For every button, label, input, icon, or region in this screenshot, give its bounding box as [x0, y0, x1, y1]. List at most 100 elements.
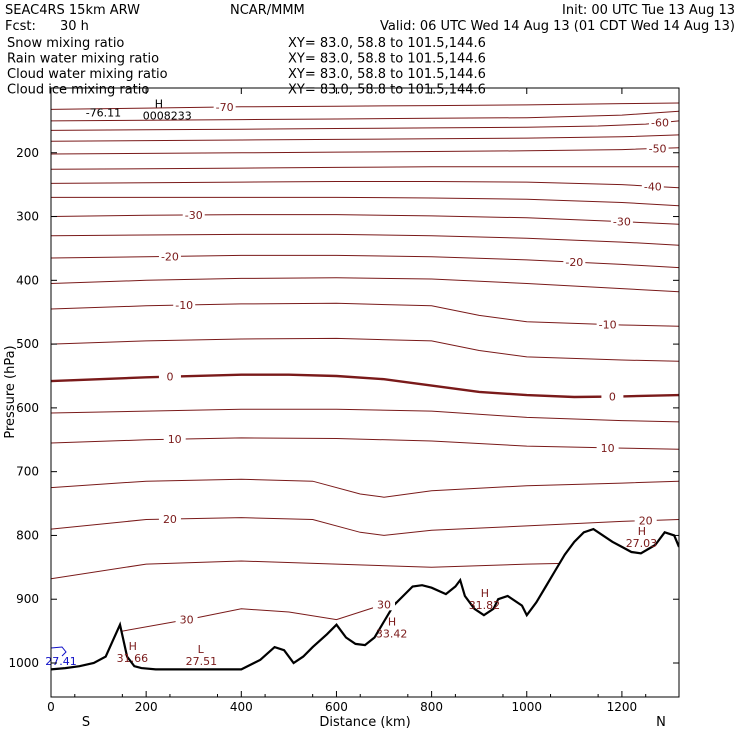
extremum-value-2: 31.66: [117, 652, 148, 665]
x-tick-label-1200: 1200: [607, 700, 638, 714]
x-tick-label-600: 600: [325, 700, 348, 714]
extremum-type-6: H: [638, 525, 646, 538]
x-axis-title: Distance (km): [319, 715, 410, 730]
contour-label-10-0: 10: [168, 433, 182, 446]
contour-label-bg: [610, 215, 633, 228]
y-tick-label-300: 300: [16, 210, 39, 224]
model-title: SEAC4RS 15km ARW: [5, 3, 140, 18]
extremum-type-0: H: [155, 98, 163, 111]
x-tick-label-400: 400: [230, 700, 253, 714]
y-tick-label-500: 500: [16, 337, 39, 351]
contour-label--70-0: -70: [216, 101, 234, 114]
isotherm--70: [51, 102, 679, 110]
contour-label-10-1: 10: [601, 442, 615, 455]
contour-label-bg: [373, 598, 396, 611]
contour-labels: -70 -60 -50 -40 -30 -30 -20 -20 -10 -10 0 0 10 10 20 20…: [158, 101, 671, 627]
isotherm-10: [51, 437, 679, 450]
contour-label-bg: [158, 513, 181, 526]
contour-label--10-1: -10: [599, 318, 617, 331]
extremum-value-0: 0008233: [143, 110, 192, 123]
extremum-type-3: L: [198, 643, 205, 656]
y-tick-label-900: 900: [16, 592, 39, 606]
valid-time: Valid: 06 UTC Wed 14 Aug 13 (01 CDT Wed …: [380, 19, 735, 34]
field-legend: Snow mixing ratio XY= 83.0, 58.8 to 101.5…: [7, 36, 486, 98]
isotherm--60: [51, 120, 679, 131]
extremum-value-7: 27.41: [45, 655, 77, 668]
isotherm--15: [51, 277, 679, 293]
contour-label--50-0: -50: [649, 142, 667, 155]
contour-label-20-1: 20: [639, 515, 653, 528]
isotherm-20: [51, 517, 679, 536]
contour-label-bg: [596, 441, 619, 454]
extremum-value-6: 27.03: [626, 537, 658, 550]
legend-xy-3: XY= 83.0, 58.8 to 101.5,144.6: [288, 83, 486, 98]
contour-label--20-0: -20: [161, 250, 179, 263]
isotherm-5: [51, 408, 679, 423]
x-tick-label-200: 200: [135, 700, 158, 714]
contour-label-bg: [163, 433, 186, 446]
legend-xy-1: XY= 83.0, 58.8 to 101.5,144.6: [288, 52, 486, 67]
y-axis-title: Pressure (hPa): [3, 345, 18, 438]
isotherm--50: [51, 147, 679, 155]
init-time: Init: 00 UTC Tue 13 Aug 13: [562, 3, 735, 18]
contour-label-bg: [648, 116, 671, 129]
x-axis-left-end-label: S: [82, 715, 90, 730]
contour-label--30-0: -30: [185, 209, 203, 222]
legend-name-1: Rain water mixing ratio: [7, 52, 159, 67]
y-tick-label-200: 200: [16, 146, 39, 160]
contour-label-30-1: 30: [377, 598, 391, 611]
legend-name-2: Cloud water mixing ratio: [7, 67, 168, 82]
extrema-annotations: H0008233-76.11H31.66L27.51H33.42H31.82H2…: [45, 98, 657, 668]
contour-label-bg: [182, 208, 205, 221]
y-tick-label-400: 400: [16, 273, 39, 287]
legend-xy-0: XY= 83.0, 58.8 to 101.5,144.6: [288, 36, 486, 51]
contour-label-bg: [173, 299, 196, 312]
isotherm-0: [51, 373, 679, 399]
center-title: NCAR/MMM: [230, 3, 305, 18]
isotherm--5: [51, 337, 679, 362]
extremum-value-5: 31.82: [469, 599, 501, 612]
extremum-type-5: H: [481, 587, 489, 600]
contour-label-bg: [646, 142, 669, 155]
forecast-value: 30 h: [60, 19, 89, 34]
y-tick-label-800: 800: [16, 528, 39, 542]
isotherm--65: [51, 110, 679, 122]
x-axis: 0 200 400 600 800 1000 1200: [47, 88, 647, 714]
contour-label-bg: [158, 370, 181, 383]
cloud-water-contour: [51, 646, 67, 657]
isotherm--40: [51, 181, 679, 189]
isotherm--45: [51, 166, 679, 170]
x-tick-label-1000: 1000: [511, 700, 542, 714]
contour-label--40-0: -40: [644, 180, 662, 193]
contour-label-bg: [641, 180, 664, 193]
legend-name-0: Snow mixing ratio: [7, 36, 124, 51]
extremum-type-2: H: [129, 640, 137, 653]
x-axis-right-end-label: N: [656, 715, 666, 730]
terrain-fill: [51, 529, 679, 697]
contour-label--10-0: -10: [175, 299, 193, 312]
isotherm--55: [51, 134, 679, 142]
legend-xy-2: XY= 83.0, 58.8 to 101.5,144.6: [288, 67, 486, 82]
extremum-value-3: 27.51: [186, 655, 218, 668]
isotherm-15: [51, 478, 679, 498]
contour-label-bg: [158, 250, 181, 263]
isotherm-25: [51, 560, 679, 580]
terrain-line: [51, 527, 679, 671]
extremum-value-4: 33.42: [376, 628, 408, 641]
y-tick-label-1000: 1000: [8, 656, 39, 670]
y-tick-label-700: 700: [16, 465, 39, 479]
contour-label--20-1: -20: [565, 256, 583, 269]
contour-label-bg: [634, 514, 657, 527]
y-tick-label-600: 600: [16, 401, 39, 415]
legend-name-3: Cloud ice mixing ratio: [7, 83, 149, 98]
contour-label-bg: [596, 318, 619, 331]
contour-label--30-1: -30: [613, 216, 631, 229]
plot-frame: [50, 87, 680, 698]
forecast-label: Fcst:: [5, 19, 36, 34]
isotherm--25: [51, 233, 679, 246]
contour-label-30-0: 30: [180, 614, 194, 627]
extremum-value-1: -76.11: [86, 106, 121, 119]
contour-label-bg: [175, 613, 198, 626]
contour-label-0-0: 0: [166, 371, 173, 384]
